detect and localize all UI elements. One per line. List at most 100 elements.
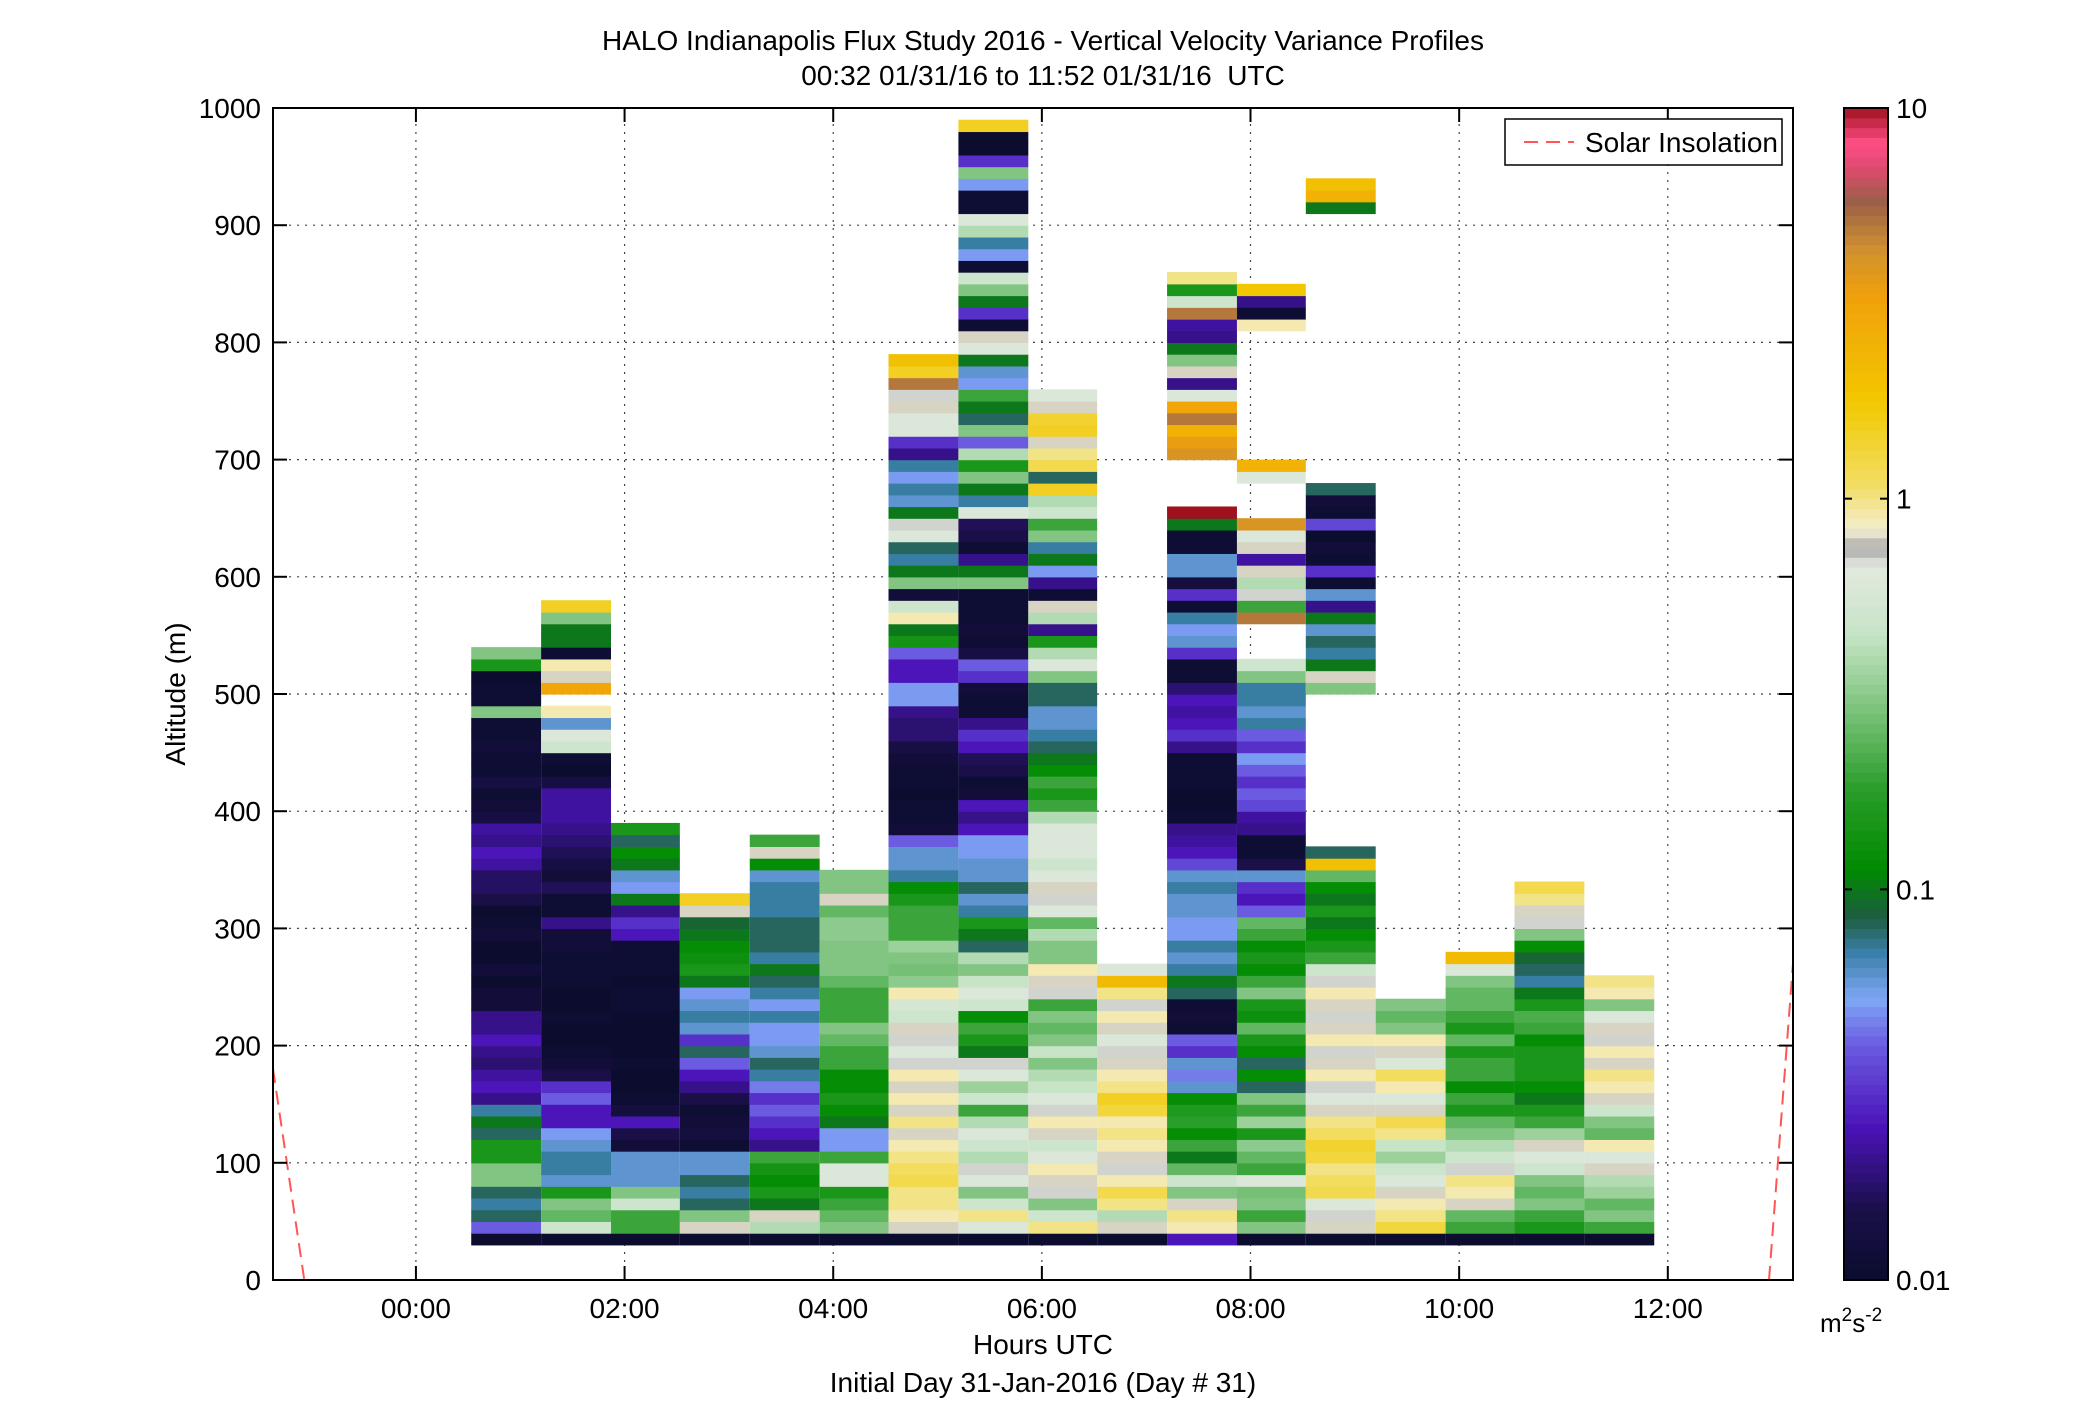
variance-cell: [1514, 1197, 1585, 1211]
variance-cell: [958, 951, 1029, 965]
variance-cell: [1236, 776, 1306, 789]
variance-cell: [1514, 1186, 1585, 1199]
variance-cell: [888, 436, 959, 449]
variance-cell: [1375, 1139, 1446, 1152]
variance-cell: [1236, 307, 1306, 320]
variance-cell: [1236, 729, 1306, 742]
variance-cell: [1028, 951, 1098, 965]
variance-cell: [1167, 1057, 1237, 1070]
variance-cell: [958, 424, 1029, 437]
variance-cell: [1584, 975, 1655, 988]
variance-cell: [888, 694, 959, 707]
variance-cell: [958, 213, 1029, 226]
variance-cell: [1236, 295, 1306, 308]
colorbar-band: [1844, 1153, 1888, 1164]
variance-cell: [819, 1197, 889, 1211]
variance-cell: [1167, 998, 1237, 1012]
variance-cell: [1167, 436, 1237, 449]
variance-cell: [888, 635, 959, 648]
variance-cell: [1167, 635, 1237, 648]
variance-cell: [541, 670, 612, 683]
variance-cell: [541, 729, 612, 742]
variance-cell: [1305, 1069, 1376, 1082]
variance-cell: [679, 951, 750, 965]
variance-cell: [1028, 436, 1098, 449]
variance-cell: [819, 893, 889, 906]
variance-cell: [749, 1022, 820, 1035]
variance-cell: [1028, 822, 1098, 836]
variance-cell: [819, 940, 889, 953]
variance-cell: [471, 1022, 542, 1035]
colorbar-units-base: m: [1820, 1308, 1842, 1338]
variance-cell: [611, 1151, 680, 1164]
variance-cell: [679, 893, 750, 906]
variance-cell: [1167, 975, 1237, 988]
variance-cell: [958, 658, 1029, 672]
variance-cell: [1236, 1069, 1306, 1082]
variance-cell: [471, 893, 542, 906]
variance-cell: [541, 834, 612, 847]
variance-cell: [611, 822, 680, 836]
variance-cell: [958, 154, 1029, 168]
variance-cell: [1305, 963, 1376, 976]
variance-cell: [1028, 611, 1098, 625]
variance-cell: [541, 740, 612, 754]
colorbar-band: [1844, 215, 1888, 226]
variance-cell: [1305, 1186, 1376, 1199]
variance-cell: [1097, 1045, 1168, 1058]
variance-cell: [958, 307, 1029, 320]
variance-cell: [749, 987, 820, 1000]
variance-cell: [471, 904, 542, 918]
variance-cell: [888, 459, 959, 472]
variance-cell: [541, 623, 612, 636]
variance-cell: [611, 1127, 680, 1140]
variance-cell: [1167, 1092, 1237, 1105]
colorbar-frame: [1843, 107, 1889, 1281]
variance-cell: [1028, 600, 1098, 613]
variance-cell: [471, 1115, 542, 1129]
variance-cell: [888, 858, 959, 871]
colorbar-band: [1844, 166, 1888, 177]
variance-cell: [611, 940, 680, 953]
colorbar-band: [1844, 420, 1888, 431]
variance-cell: [958, 1221, 1029, 1234]
variance-cell: [1514, 1127, 1585, 1140]
variance-cell: [471, 705, 542, 719]
variance-cell: [958, 811, 1029, 824]
variance-cell: [1305, 869, 1376, 883]
variance-cell: [1028, 1151, 1098, 1164]
variance-cell: [679, 1010, 750, 1023]
variance-cell: [958, 858, 1029, 871]
variance-cell: [1305, 1221, 1376, 1234]
variance-cell: [1167, 740, 1237, 754]
variance-cell: [958, 846, 1029, 859]
variance-cell: [1445, 1069, 1515, 1082]
variance-cell: [1375, 1069, 1446, 1082]
legend-label: Solar Insolation: [1585, 127, 1778, 158]
variance-cell: [888, 401, 959, 414]
variance-cell: [888, 365, 959, 379]
variance-cell: [611, 1022, 680, 1035]
variance-cell: [1375, 1162, 1446, 1176]
variance-cell: [819, 904, 889, 918]
variance-cell: [958, 998, 1029, 1012]
x-tick-label: 02:00: [590, 1293, 660, 1324]
variance-profiles: [471, 119, 1655, 1246]
variance-cell: [888, 705, 959, 719]
variance-cell: [541, 1010, 612, 1023]
chart-subtitle: 00:32 01/31/16 to 11:52 01/31/16 UTC: [801, 60, 1285, 91]
variance-cell: [819, 1069, 889, 1082]
variance-cell: [1305, 529, 1376, 543]
variance-cell: [958, 694, 1029, 707]
variance-cell: [679, 1174, 750, 1187]
variance-cell: [1028, 881, 1098, 894]
variance-cell: [1167, 928, 1237, 941]
y-tick-label: 1000: [199, 93, 261, 124]
colorbar-band: [1844, 694, 1888, 705]
variance-cell: [611, 916, 680, 929]
variance-cell: [1584, 1080, 1655, 1094]
y-tick-label: 300: [214, 913, 261, 944]
variance-cell: [1305, 1010, 1376, 1023]
x-tick-label: 10:00: [1424, 1293, 1494, 1324]
variance-cell: [1305, 635, 1376, 648]
